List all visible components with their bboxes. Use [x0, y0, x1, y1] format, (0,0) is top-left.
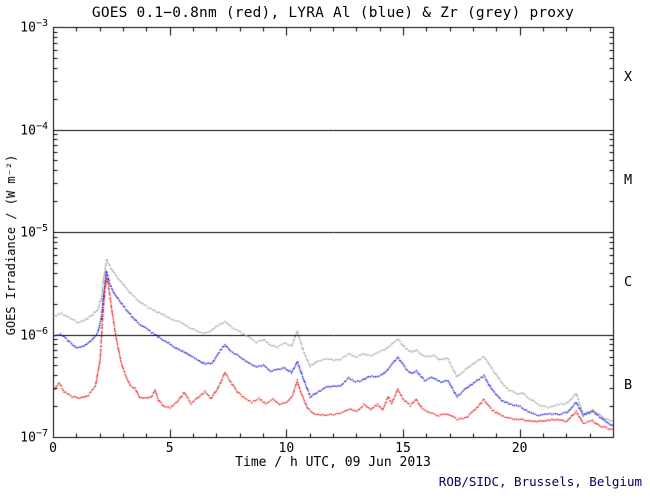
y-axis-label: GOES Irradiance / (W m⁻²) — [4, 154, 18, 336]
chart-title: GOES 0.1−0.8nm (red), LYRA Al (blue) & Z… — [91, 5, 575, 21]
x-axis-label: Time / h UTC, 09 Jun 2013 — [235, 455, 431, 470]
credit-text: ROB/SIDC, Brussels, Belgium — [438, 474, 642, 489]
